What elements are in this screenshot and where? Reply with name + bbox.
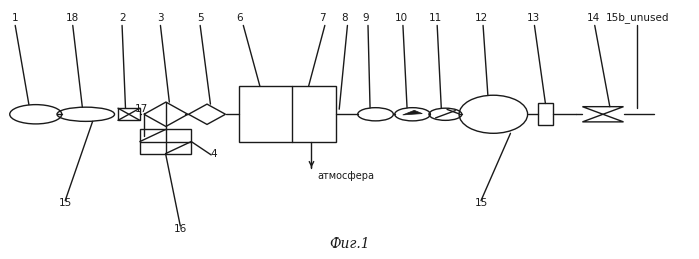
Text: 17: 17	[135, 104, 148, 114]
Text: 8: 8	[341, 13, 348, 23]
Text: 1: 1	[12, 13, 18, 23]
Bar	[140, 130, 192, 154]
Bar	[538, 104, 553, 125]
Text: 15: 15	[475, 198, 488, 208]
Text: 15b_unused: 15b_unused	[605, 12, 669, 23]
Polygon shape	[403, 110, 422, 115]
Text: 7: 7	[319, 13, 326, 23]
Text: 9: 9	[363, 13, 369, 23]
Text: 11: 11	[429, 13, 442, 23]
Text: 2: 2	[119, 13, 125, 23]
Text: 13: 13	[526, 13, 540, 23]
Text: атмосфера: атмосфера	[317, 171, 374, 181]
Bar	[118, 108, 140, 120]
Text: 6: 6	[236, 13, 243, 23]
Text: 15: 15	[59, 198, 72, 208]
Text: 16: 16	[173, 224, 187, 234]
Text: 5: 5	[197, 13, 203, 23]
Text: 18: 18	[66, 13, 80, 23]
Bar	[238, 86, 336, 142]
Text: 14: 14	[586, 13, 600, 23]
Text: 3: 3	[157, 13, 164, 23]
Text: Фиг.1: Фиг.1	[329, 237, 370, 251]
Text: 4: 4	[210, 149, 217, 159]
Text: 12: 12	[475, 13, 489, 23]
Text: 10: 10	[394, 13, 408, 23]
